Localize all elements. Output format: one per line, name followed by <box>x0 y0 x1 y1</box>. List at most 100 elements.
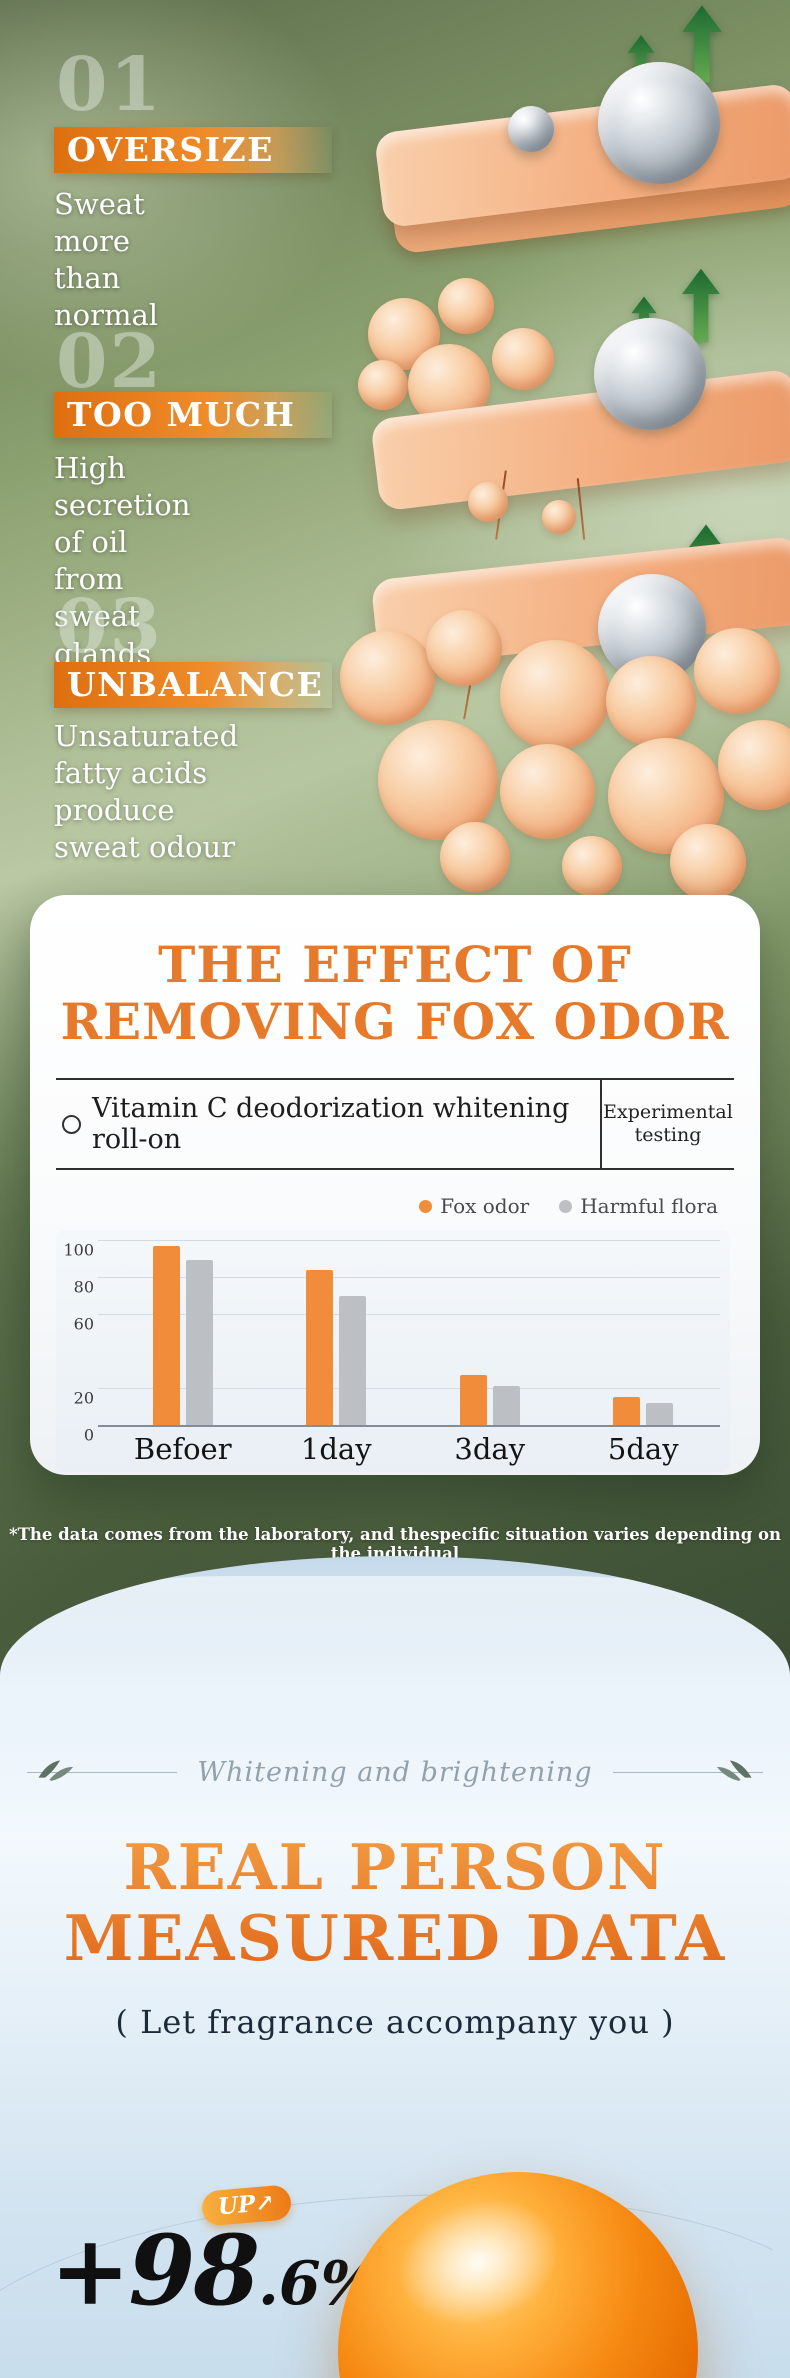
effect-card: THE EFFECT OF REMOVING FOX ODOR Vitamin … <box>30 895 760 1475</box>
step-number: 02 <box>56 319 163 405</box>
hair-strand <box>576 478 586 540</box>
step-description: Sweat more than normal <box>54 186 158 334</box>
y-tick-label: 0 <box>83 1425 94 1445</box>
step-title: OVERSIZE <box>67 130 274 169</box>
bar-fox-odor <box>152 1245 180 1425</box>
oil-bubble <box>542 500 576 534</box>
step-number: 03 <box>56 584 163 670</box>
wave-overlay <box>0 1576 790 1726</box>
section-title-line2: MEASURED DATA <box>63 1900 727 1975</box>
bar-group <box>413 1240 567 1425</box>
gridline <box>98 1240 720 1241</box>
x-category-label: Befoer <box>133 1432 232 1466</box>
chart-legend: Fox odor Harmful flora <box>72 1194 718 1218</box>
legend-item: Harmful flora <box>559 1194 718 1218</box>
section-title-line1: REAL PERSON <box>123 1830 667 1904</box>
divider-text: Whitening and brightening <box>197 1756 593 1788</box>
section-subtitle: ( Let fragrance accompany you ) <box>115 2003 675 2042</box>
legend-item: Fox odor <box>419 1194 529 1218</box>
product-label-cell: Vitamin C deodorization whitening roll-o… <box>56 1080 600 1168</box>
step-description: Unsaturated fatty acids produce sweat od… <box>54 718 238 866</box>
chart-plot <box>98 1240 721 1427</box>
step-title-bar: OVERSIZE <box>54 127 332 173</box>
divider-line <box>612 1771 763 1773</box>
glass-sphere <box>594 318 706 430</box>
chart-y-axis: 100 80 60 20 0 <box>56 1240 98 1445</box>
test-label-cell: Experimental testing <box>600 1080 734 1168</box>
legend-dot-icon <box>559 1199 573 1213</box>
product-row: Vitamin C deodorization whitening roll-o… <box>56 1078 734 1170</box>
bar-fox-odor <box>459 1375 487 1425</box>
bar-fox-odor <box>613 1397 641 1425</box>
leaf-icon <box>716 1760 752 1781</box>
y-tick-label: 60 <box>73 1314 94 1334</box>
oil-bubble <box>670 824 746 900</box>
oil-bubble <box>562 836 622 896</box>
y-tick-label: 100 <box>63 1240 94 1260</box>
up-badge: UP↗ <box>200 2184 292 2227</box>
oil-bubble <box>500 744 595 839</box>
test-label-line1: Experimental <box>603 1101 733 1124</box>
legend-dot-icon <box>419 1199 433 1213</box>
bar-fox-odor <box>306 1269 334 1425</box>
skin-layers-illustration <box>340 0 790 900</box>
legend-label: Harmful flora <box>580 1194 718 1218</box>
oil-bubble <box>492 328 554 390</box>
measured-data-section: Whitening and brightening REAL PERSON ME… <box>0 1556 790 2378</box>
step-title-bar: TOO MUCH <box>54 392 332 438</box>
y-tick-label: 20 <box>73 1388 94 1408</box>
stat-value-main: +98 <box>50 2214 260 2327</box>
x-category-label: 1day <box>300 1432 372 1466</box>
bar-group <box>567 1240 721 1425</box>
gridline <box>98 1314 720 1315</box>
product-label: Vitamin C deodorization whitening roll-o… <box>92 1093 570 1155</box>
legend-label: Fox odor <box>440 1194 530 1218</box>
chart-x-labels: Befoer 1day 3day 5day <box>106 1432 720 1466</box>
step-title: UNBALANCE <box>67 665 324 704</box>
oil-bubble <box>718 720 790 810</box>
step-desc-line: Sweat more than <box>54 187 145 296</box>
step-description: High secretion of oil from sweat glands <box>54 450 190 673</box>
gridline <box>98 1425 720 1427</box>
card-title-line1: THE EFFECT OF <box>158 935 632 994</box>
oil-bubble <box>694 628 780 714</box>
up-arrow-icon <box>682 268 720 343</box>
step-title: TOO MUCH <box>67 395 296 434</box>
oil-bubble <box>378 720 498 840</box>
step-desc-line: High secretion of oil <box>54 451 191 560</box>
bar-group <box>260 1240 414 1425</box>
stat-block: UP↗ +98.6% <box>50 2184 378 2327</box>
x-category-label: 3day <box>454 1432 526 1466</box>
bar-harmful-flora <box>339 1295 367 1425</box>
step-title-bar: UNBALANCE <box>54 662 332 708</box>
step-desc-line: Unsaturated fatty acids <box>54 719 239 791</box>
up-arrow-icon <box>682 5 722 83</box>
glass-sphere <box>508 106 554 152</box>
oil-bubble <box>358 360 408 410</box>
step-desc-line: normal <box>54 298 159 333</box>
y-tick-label: 80 <box>73 1277 94 1297</box>
leaf-icon <box>38 1760 74 1781</box>
bar-harmful-flora <box>646 1402 674 1425</box>
step-desc-line: from sweat glands <box>54 562 152 671</box>
oil-bubble <box>438 278 494 334</box>
oil-bubble <box>500 640 610 750</box>
bar-chart: 100 80 60 20 0 Befoer 1day 3day 5day <box>56 1230 730 1472</box>
step-desc-line: produce sweat odour <box>54 793 236 865</box>
gridline <box>98 1388 720 1389</box>
oil-bubble <box>426 610 502 686</box>
section-divider: Whitening and brightening <box>0 1752 790 1792</box>
divider-line <box>27 1771 178 1773</box>
oil-bubble <box>606 656 696 746</box>
bar-harmful-flora <box>185 1260 213 1425</box>
bar-harmful-flora <box>492 1386 520 1425</box>
card-title: THE EFFECT OF REMOVING FOX ODOR <box>30 935 760 1050</box>
x-category-label: 5day <box>607 1432 679 1466</box>
oil-bubble <box>440 822 510 892</box>
gridline <box>98 1277 720 1278</box>
circle-bullet-icon <box>62 1114 81 1134</box>
oil-bubble <box>468 482 508 522</box>
step-number: 01 <box>56 42 163 128</box>
oil-bubble <box>340 630 435 725</box>
